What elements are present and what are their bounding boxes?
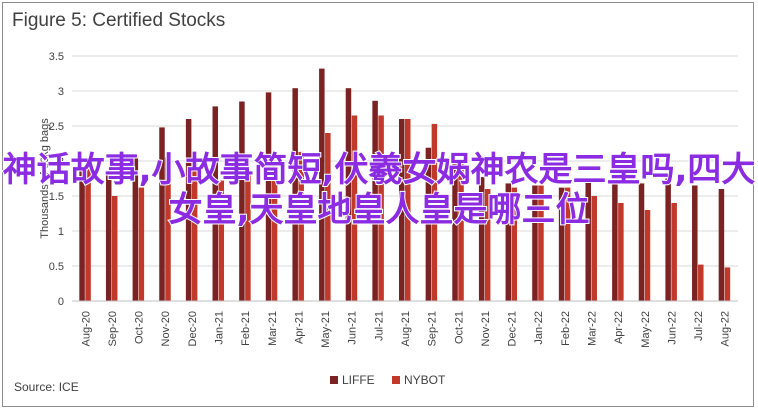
bar-nybot <box>484 189 491 301</box>
bar-liffe <box>585 180 591 301</box>
bar-liffe <box>718 189 725 301</box>
x-tick-label: Aug-20 <box>80 311 92 346</box>
x-tick-label: Jun-22 <box>666 311 678 345</box>
bar-liffe <box>638 183 645 301</box>
x-tick-label: Nov-20 <box>160 311 172 346</box>
bar-liffe <box>132 155 139 301</box>
x-tick-label: Aug-22 <box>720 311 732 346</box>
bar-nybot <box>298 151 304 301</box>
bar-nybot <box>405 119 411 301</box>
x-tick-label: Oct-20 <box>134 311 146 344</box>
bar-nybot <box>724 267 731 301</box>
x-tick-label: May-22 <box>640 311 652 348</box>
bar-liffe <box>399 119 405 301</box>
bar-liffe <box>665 178 671 301</box>
legend-label-nybot: NYBOT <box>404 373 446 387</box>
x-tick-label: Jan-21 <box>214 311 226 345</box>
x-tick-label: Feb-22 <box>560 311 572 346</box>
bar-nybot <box>271 164 278 301</box>
bar-nybot <box>165 157 171 301</box>
x-tick-label: Apr-22 <box>613 311 625 344</box>
x-tick-label: Jul-21 <box>373 311 385 341</box>
y-tick-label: 1.5 <box>49 191 64 203</box>
chart-title: Figure 5: Certified Stocks <box>12 10 226 31</box>
bar-liffe <box>105 171 112 301</box>
bar-liffe <box>345 88 352 301</box>
bar-nybot <box>671 203 677 301</box>
y-tick-label: 3.5 <box>49 51 64 63</box>
bar-nybot <box>138 187 145 301</box>
bar-liffe <box>372 100 378 301</box>
x-tick-label: Jul-22 <box>693 311 705 341</box>
bar-liffe <box>292 88 298 301</box>
bar-liffe <box>478 177 485 301</box>
y-tick-label: 2 <box>58 156 64 168</box>
y-tick-label: 0 <box>58 296 64 308</box>
bar-liffe <box>505 183 512 301</box>
legend-swatch-nybot <box>392 376 400 384</box>
chart-frame <box>2 2 754 407</box>
x-tick-label: Apr-21 <box>293 311 305 344</box>
source-note: Source: ICE <box>14 380 79 394</box>
y-tick-label: 1 <box>58 226 64 238</box>
y-tick-label: 2.5 <box>49 121 64 133</box>
bar-nybot <box>85 168 91 301</box>
bar-liffe <box>532 185 538 301</box>
bar-liffe <box>452 163 458 301</box>
bar-nybot <box>698 264 704 301</box>
x-tick-label: Jun-21 <box>347 311 359 345</box>
bar-liffe <box>212 106 219 302</box>
legend-label-liffe: LIFFE <box>342 373 375 387</box>
bar-nybot <box>218 180 225 301</box>
y-tick-label: 3 <box>58 86 64 98</box>
bar-nybot <box>618 203 624 301</box>
x-tick-label: Oct-21 <box>453 311 465 344</box>
bar-liffe <box>692 185 698 301</box>
legend-swatch-liffe <box>330 376 338 384</box>
x-tick-label: Sep-20 <box>107 311 119 346</box>
y-tick-label: 0.5 <box>49 261 64 273</box>
bar-liffe <box>319 68 325 301</box>
bar-liffe <box>239 101 245 301</box>
x-tick-label: Dec-21 <box>507 311 519 346</box>
x-tick-label: May-21 <box>320 311 332 348</box>
bar-nybot <box>111 196 118 301</box>
x-tick-label: Aug-21 <box>400 311 412 346</box>
bar-liffe <box>612 180 618 301</box>
bar-nybot <box>431 123 438 302</box>
x-tick-label: Dec-20 <box>187 311 199 346</box>
x-tick-label: Mar-21 <box>267 311 279 346</box>
bar-nybot <box>591 196 597 301</box>
y-axis-label: Thousands of 60kg bags <box>39 118 51 239</box>
bar-liffe <box>425 147 432 301</box>
bar-nybot <box>538 185 544 301</box>
overlay-text: 神话故事,小故事简短,伏羲女娲神农是三皇吗,四大女皇,天皇地皇人皇是哪三位 <box>2 149 757 231</box>
bar-nybot <box>564 187 571 301</box>
x-tick-label: Sep-21 <box>427 311 439 346</box>
bar-nybot <box>378 115 384 301</box>
bar-liffe <box>265 92 272 302</box>
x-tick-label: Mar-22 <box>586 311 598 346</box>
bar-liffe <box>558 187 565 301</box>
bar-nybot <box>458 161 464 301</box>
bar-nybot <box>511 187 518 301</box>
bar-liffe <box>185 119 192 301</box>
bar-liffe <box>79 171 85 301</box>
bar-nybot <box>644 210 651 301</box>
bar-nybot <box>351 115 358 301</box>
bar-liffe <box>159 127 165 302</box>
x-tick-label: Feb-21 <box>240 311 252 346</box>
bar-nybot <box>245 171 251 301</box>
bar-nybot <box>325 133 331 301</box>
x-tick-label: Nov-21 <box>480 311 492 346</box>
x-tick-label: Jan-22 <box>533 311 545 345</box>
bar-nybot <box>191 159 198 301</box>
